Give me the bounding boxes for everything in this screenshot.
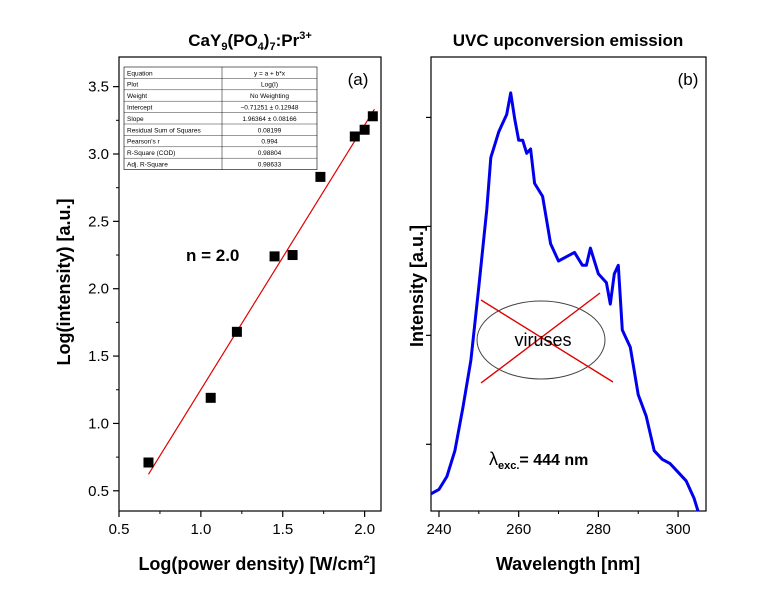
panel-a-y-tick-label: 1.5 (88, 348, 109, 365)
slope-annotation: n = 2.0 (186, 246, 239, 265)
panel-a-x-tick-label: 2.0 (354, 521, 375, 538)
fit-table-value: y = a + b*x (254, 70, 286, 77)
panel-a-x-tick-label: 1.5 (272, 521, 293, 538)
fit-table-value: 0.994 (261, 139, 278, 146)
fit-results-table: Equation y = a + b*x Plot Log(I) Weight No We… (123, 66, 318, 170)
panel-a-x-tick-label: 0.5 (109, 521, 130, 538)
data-point (269, 251, 280, 262)
fit-table-key: Equation (127, 70, 153, 77)
data-point (143, 457, 154, 468)
panel-a-title: CaY9(PO4)7:Pr3+ (188, 30, 312, 53)
fit-table-value: No Weighting (250, 93, 289, 100)
panel-a-data-points (143, 111, 378, 468)
panel-a-y-tick-label: 2.0 (88, 281, 109, 298)
emission-spectrum-line (430, 91, 700, 512)
fit-table-key: Weight (127, 93, 147, 100)
panel-a-y-tick-label: 2.5 (88, 213, 109, 230)
panel-b-y-axis-title: Intensity [a.u.] (407, 225, 427, 347)
panel-a-y-tick-label: 1.0 (88, 415, 109, 432)
panel-b-plot-frame (430, 56, 707, 512)
data-point (349, 131, 360, 142)
fit-table-key: Adj. R-Square (127, 162, 168, 169)
panel-a-x-axis-title: Log(power density) [W/cm2] (138, 554, 375, 574)
panel-a-chart: CaY9(PO4)7:Pr3+ 0.5 1.0 1.5 2.0 0.5 1.0 1.5 2.… (54, 30, 382, 574)
panel-b-chart: UVC upconversion emission 240 260 280 300 v… (407, 31, 707, 574)
fit-table-key: Plot (127, 82, 138, 89)
panel-a-plot-frame (118, 56, 382, 512)
data-point (205, 392, 216, 403)
panel-a-fit-line (147, 108, 375, 475)
panel-b-label: (b) (678, 70, 699, 89)
fit-table-key: Intercept (127, 105, 152, 112)
fit-table-value: 0.98804 (258, 150, 282, 157)
panel-a-y-axis: 0.5 1.0 1.5 2.0 2.5 3.0 3.5 (88, 79, 119, 500)
fit-table-value: −0.71251 ± 0.12948 (241, 105, 299, 112)
data-point (231, 326, 242, 337)
panel-b-title: UVC upconversion emission (453, 31, 684, 50)
panel-b-x-axis-title: Wavelength [nm] (496, 554, 640, 574)
panel-a-y-tick-label: 3.0 (88, 146, 109, 163)
excitation-annotation: λexc.= 444 nm (489, 449, 588, 472)
fit-table-key: R-Square (COD) (127, 150, 175, 157)
panel-a-x-tick-label: 1.0 (190, 521, 211, 538)
virus-label: viruses (514, 330, 571, 350)
virus-ellipse (476, 300, 606, 380)
fit-table-value: 1.96364 ± 0.08166 (242, 116, 297, 123)
panel-a-y-tick-label: 0.5 (88, 483, 109, 500)
fit-table-key: Slope (127, 116, 144, 123)
cross-line-2 (480, 292, 601, 384)
data-point (367, 111, 378, 122)
panel-b-y-axis (426, 116, 431, 445)
panel-b-x-tick-label: 240 (426, 521, 451, 538)
data-point (359, 124, 370, 135)
data-point (315, 171, 326, 182)
panel-b-x-tick-label: 300 (666, 521, 691, 538)
panel-a-y-axis-title: Log(intensity) [a.u.] (54, 199, 74, 366)
fit-table-key: Pearson's r (127, 139, 161, 146)
fit-table-key: Residual Sum of Squares (127, 127, 201, 134)
fit-table-value: 0.08199 (258, 127, 282, 134)
fit-table-value: Log(I) (261, 82, 278, 89)
panel-a-y-tick-label: 3.5 (88, 79, 109, 96)
fit-table-value: 0.98633 (258, 162, 282, 169)
cross-line-1 (480, 299, 614, 383)
panel-b-x-tick-label: 260 (506, 521, 531, 538)
panel-a-x-axis: 0.5 1.0 1.5 2.0 (109, 511, 375, 538)
data-point (287, 250, 298, 261)
panel-b-x-axis: 240 260 280 300 (426, 511, 691, 538)
fit-table-frame (123, 66, 318, 170)
panel-a-label: (a) (348, 70, 369, 89)
panel-b-x-tick-label: 280 (586, 521, 611, 538)
